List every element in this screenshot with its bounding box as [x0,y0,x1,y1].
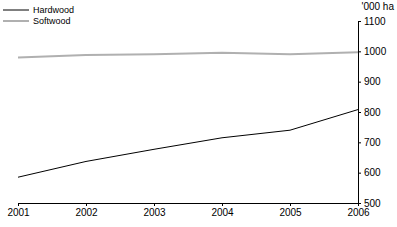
x-tick-label: 2001 [7,207,30,218]
x-tick-mark [86,203,87,206]
y-tick-label: 500 [364,198,381,209]
y-tick-mark [358,173,361,174]
y-tick: 800 [358,107,381,118]
x-tick: 2004 [211,203,234,218]
x-tick-mark [290,203,291,206]
y-axis: 500 600 700 800 900 1000 1100 [358,16,387,209]
x-tick-mark [18,203,19,206]
y-axis-title: '000 ha [362,1,395,12]
x-tick-mark [154,203,155,206]
x-tick: 2005 [279,203,302,218]
legend-swatch [3,20,29,22]
y-tick-mark [358,142,361,143]
y-tick-label: 700 [364,137,381,148]
legend-label: Hardwood [33,5,74,15]
y-tick: 1100 [358,16,386,27]
y-tick-label: 800 [364,107,381,118]
y-tick: 600 [358,167,381,178]
y-tick-mark [358,51,361,52]
x-tick: 2001 [7,203,30,218]
y-tick-mark [358,203,361,204]
series-line [18,52,358,57]
y-tick: 1000 [358,46,387,57]
x-tick-label: 2004 [211,207,234,218]
y-tick: 900 [358,76,381,87]
x-tick-label: 2002 [75,207,98,218]
y-tick-label: 900 [364,76,381,87]
x-tick-label: 2005 [279,207,302,218]
series-line [18,110,358,178]
y-tick-mark [358,21,361,22]
y-tick-label: 600 [364,167,381,178]
x-axis-line [19,203,359,204]
y-tick: 700 [358,137,381,148]
legend-swatch [3,10,29,11]
x-tick-label: 2006 [347,207,370,218]
y-tick-label: 1100 [364,16,386,27]
x-tick-mark [222,203,223,206]
legend-label: Softwood [33,16,71,26]
x-tick: 2002 [75,203,98,218]
x-tick: 2003 [143,203,166,218]
legend: HardwoodSoftwood [3,5,74,26]
y-tick-label: 1000 [364,46,387,57]
x-axis: 2001 2002 2003 2004 2005 2006 [7,203,370,218]
y-tick: 500 [358,198,381,209]
y-tick-mark [358,82,361,83]
x-tick-label: 2003 [143,207,166,218]
y-tick-mark [358,112,361,113]
chart: 2001 2002 2003 2004 2005 2006500 600 700 800 900 1… [0,0,397,227]
plot-lines [18,52,358,177]
